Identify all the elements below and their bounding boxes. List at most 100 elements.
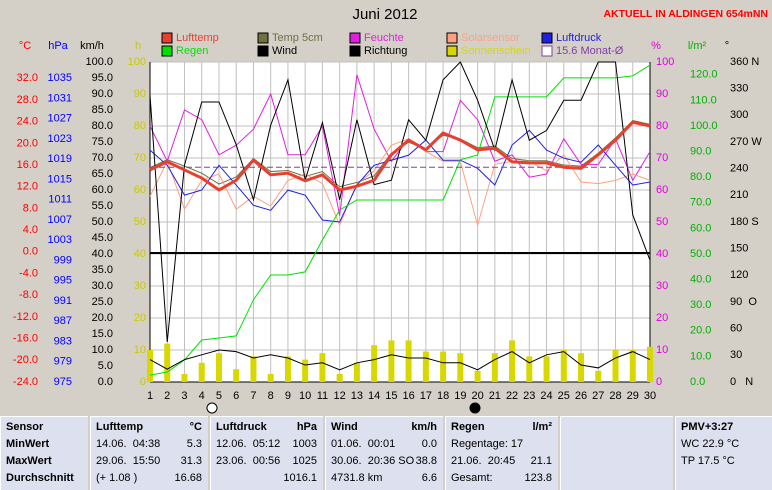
x-tick-label: 30 bbox=[644, 390, 656, 402]
y-tick-label: 40 bbox=[134, 248, 146, 260]
y-tick-label: 20.0 bbox=[690, 325, 711, 337]
x-tick-label: 29 bbox=[627, 390, 639, 402]
table-cell: 0.0 bbox=[421, 438, 437, 450]
table-cell: Luftdruck bbox=[216, 421, 267, 433]
y-tick-label: 40.0 bbox=[690, 274, 711, 286]
table-cell: °C bbox=[189, 421, 202, 433]
x-tick-label: 15 bbox=[385, 390, 397, 402]
axis-unit: °C bbox=[19, 40, 31, 52]
y-tick-label: 50.0 bbox=[690, 248, 711, 260]
y-tick-label: 120 bbox=[730, 269, 748, 281]
table-cell: 31.3 bbox=[180, 455, 202, 467]
x-tick-label: 1 bbox=[147, 390, 153, 402]
legend-label: 15.6 Monat-Ø bbox=[556, 45, 624, 57]
y-tick-label: 50.0 bbox=[92, 216, 113, 228]
legend-swatch bbox=[161, 32, 173, 44]
table-cell: hPa bbox=[296, 421, 317, 433]
bar bbox=[319, 353, 326, 382]
y-tick-label: 991 bbox=[54, 295, 72, 307]
y-tick-label: 60 bbox=[656, 184, 668, 196]
y-tick-label: 30.0 bbox=[690, 299, 711, 311]
table-cell: 21.1 bbox=[530, 455, 552, 467]
x-tick-label: 16 bbox=[402, 390, 414, 402]
bar bbox=[353, 362, 360, 382]
table-cell: 16.68 bbox=[174, 472, 202, 484]
bar bbox=[388, 340, 395, 382]
y-tick-label: 20.0 bbox=[17, 137, 38, 149]
table-cell: 23.06. 00:56 bbox=[216, 455, 281, 467]
y-tick-label: 975 bbox=[54, 376, 72, 388]
table-cell: 29.06. 15:50 bbox=[96, 455, 161, 467]
table-cell: 1025 bbox=[292, 455, 317, 467]
y-tick-label: 75.0 bbox=[92, 136, 113, 148]
y-tick-label: 150 bbox=[730, 243, 748, 255]
series-line bbox=[149, 61, 651, 343]
bar bbox=[164, 343, 171, 382]
axis-unit: km/h bbox=[80, 40, 104, 52]
x-tick-label: 25 bbox=[558, 390, 570, 402]
table-cell: Gesamt: bbox=[451, 472, 493, 484]
bar bbox=[250, 356, 257, 382]
bar bbox=[647, 346, 653, 382]
y-tick-label: 100.0 bbox=[85, 56, 113, 68]
table-cell: Sensor bbox=[6, 421, 44, 433]
table-cell: TP 17.5 °C bbox=[681, 455, 735, 467]
x-tick-label: 21 bbox=[489, 390, 501, 402]
x-tick-label: 27 bbox=[592, 390, 604, 402]
y-tick-label: 4.0 bbox=[23, 224, 38, 236]
y-tick-label: -24.0 bbox=[13, 376, 38, 388]
y-tick-label: 60.0 bbox=[92, 184, 113, 196]
table-cell: 5.3 bbox=[186, 438, 202, 450]
axis-unit: hPa bbox=[48, 40, 68, 52]
table-cell: 123.8 bbox=[524, 472, 552, 484]
y-tick-label: 1011 bbox=[48, 194, 72, 206]
y-tick-label: 15.0 bbox=[92, 328, 113, 340]
y-tick-label: 60.0 bbox=[690, 222, 711, 234]
y-tick-label: 80 bbox=[656, 120, 668, 132]
bar bbox=[560, 350, 567, 382]
y-tick-label: 995 bbox=[54, 275, 72, 287]
y-tick-label: 40.0 bbox=[92, 248, 113, 260]
y-tick-label: 360 N bbox=[730, 56, 759, 68]
legend-label: Luftdruck bbox=[556, 32, 602, 44]
y-tick-label: 20 bbox=[656, 312, 668, 324]
y-tick-label: 50 bbox=[656, 216, 668, 228]
table-cell: l/m² bbox=[532, 421, 552, 433]
x-tick-label: 13 bbox=[351, 390, 363, 402]
x-tick-label: 4 bbox=[199, 390, 205, 402]
bar bbox=[491, 353, 498, 382]
y-tick-label: 10.0 bbox=[92, 344, 113, 356]
y-tick-label: 270 W bbox=[730, 136, 762, 148]
y-tick-label: 20 bbox=[134, 312, 146, 324]
axis-unit: % bbox=[651, 40, 661, 52]
legend-label: Feuchte bbox=[364, 32, 404, 44]
y-tick-label: 120.0 bbox=[690, 69, 718, 81]
legend-label: Regen bbox=[176, 45, 208, 57]
y-tick-label: 85.0 bbox=[92, 104, 113, 116]
legend-label: Temp 5cm bbox=[272, 32, 323, 44]
table-cell: 21.06. 20:45 bbox=[451, 455, 516, 467]
table-cell: 4731.8 km bbox=[331, 472, 383, 484]
table-panel bbox=[210, 416, 323, 490]
y-tick-label: 20.0 bbox=[92, 312, 113, 324]
bar bbox=[509, 340, 516, 382]
y-tick-label: 999 bbox=[54, 254, 72, 266]
y-tick-label: 1015 bbox=[48, 173, 72, 185]
bar bbox=[543, 356, 550, 382]
y-tick-label: 50 bbox=[134, 216, 146, 228]
table-cell: 6.6 bbox=[421, 472, 437, 484]
y-tick-label: 1035 bbox=[48, 72, 72, 84]
table-cell: Durchschnitt bbox=[6, 472, 74, 484]
bar bbox=[233, 369, 240, 382]
legend-label: Wind bbox=[272, 45, 297, 57]
x-tick-label: 26 bbox=[575, 390, 587, 402]
table-panel bbox=[560, 416, 673, 490]
legend-swatch bbox=[257, 45, 269, 57]
y-tick-label: 10.0 bbox=[690, 350, 711, 362]
bar bbox=[629, 350, 636, 382]
x-tick-label: 7 bbox=[250, 390, 256, 402]
y-tick-label: 70 bbox=[134, 152, 146, 164]
y-tick-label: 100 bbox=[656, 56, 674, 68]
axis-unit: h bbox=[135, 40, 141, 52]
table-panel bbox=[675, 416, 772, 490]
